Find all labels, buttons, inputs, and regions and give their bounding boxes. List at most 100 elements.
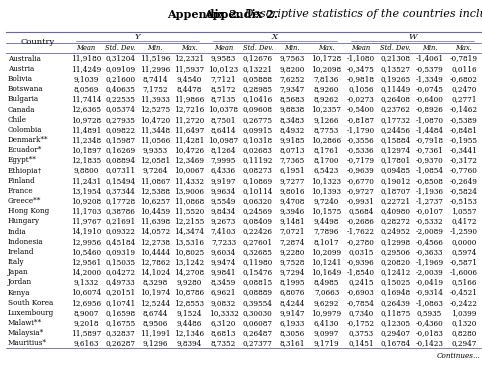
- Text: 8,6744: 8,6744: [142, 309, 168, 317]
- Text: 11,5196: 11,5196: [140, 55, 170, 63]
- Text: 10,1575: 10,1575: [311, 207, 342, 215]
- Text: -0,0419: -0,0419: [415, 278, 443, 286]
- Text: Finland: Finland: [8, 177, 36, 185]
- Text: 0,13527: 0,13527: [380, 65, 410, 73]
- Text: -1,3349: -1,3349: [415, 75, 443, 83]
- Text: 10,4726: 10,4726: [174, 146, 204, 154]
- Text: 10,0123: 10,0123: [208, 65, 239, 73]
- Text: -0,9396: -0,9396: [347, 258, 375, 266]
- Text: 8,5683: 8,5683: [280, 95, 305, 104]
- Text: 0,09915: 0,09915: [243, 126, 273, 134]
- Text: 8,9262: 8,9262: [314, 95, 339, 104]
- Text: 10,9208: 10,9208: [71, 197, 101, 205]
- Text: Std. Dev.: Std. Dev.: [105, 44, 136, 52]
- Text: -0,5336: -0,5336: [347, 146, 375, 154]
- Text: 13,1242: 13,1242: [174, 258, 204, 266]
- Text: 0,09608: 0,09608: [243, 105, 273, 114]
- Text: -0,0273: -0,0273: [347, 95, 375, 104]
- Text: 7,0721: 7,0721: [280, 227, 305, 236]
- Text: 0,37344: 0,37344: [106, 187, 135, 195]
- Text: 9,8434: 9,8434: [211, 207, 236, 215]
- Text: 9,9634: 9,9634: [211, 187, 236, 195]
- Text: 7,7365: 7,7365: [280, 156, 305, 164]
- Text: 8,3056: 8,3056: [280, 329, 305, 337]
- Text: 0,38786: 0,38786: [106, 207, 135, 215]
- Text: 9,3946: 9,3946: [280, 207, 305, 215]
- Text: 0,5974: 0,5974: [451, 248, 477, 256]
- Text: 0,26287: 0,26287: [106, 339, 135, 348]
- Text: 10,2866: 10,2866: [311, 136, 342, 144]
- Text: 8,9506: 8,9506: [142, 319, 168, 327]
- Text: 0,32685: 0,32685: [243, 248, 273, 256]
- Text: Max.: Max.: [181, 44, 198, 52]
- Text: 9,9147: 9,9147: [280, 309, 305, 317]
- Text: 0,40980: 0,40980: [380, 207, 410, 215]
- Text: 8,7414: 8,7414: [142, 75, 168, 83]
- Text: -0,8508: -0,8508: [415, 177, 443, 185]
- Text: 9,9280: 9,9280: [176, 278, 202, 286]
- Text: 8,3298: 8,3298: [142, 278, 167, 286]
- Text: 7,6252: 7,6252: [280, 75, 305, 83]
- Text: 10,1241: 10,1241: [311, 258, 342, 266]
- Text: Malaysia*: Malaysia*: [8, 329, 44, 337]
- Text: 12,6956: 12,6956: [71, 299, 101, 307]
- Text: 8,4932: 8,4932: [280, 126, 305, 134]
- Text: -0,5400: -0,5400: [347, 105, 375, 114]
- Text: -0,5153: -0,5153: [450, 197, 478, 205]
- Text: 0,12998: 0,12998: [380, 238, 410, 246]
- Text: 12,9956: 12,9956: [71, 238, 101, 246]
- Text: 11,2720: 11,2720: [174, 116, 204, 124]
- Text: -1,6006: -1,6006: [450, 268, 478, 276]
- Text: 9,1296: 9,1296: [142, 339, 168, 348]
- Text: -0,6903: -0,6903: [347, 289, 375, 296]
- Text: 9,1719: 9,1719: [314, 339, 339, 348]
- Text: 0,1056: 0,1056: [348, 85, 374, 93]
- Text: X: X: [272, 33, 278, 41]
- Text: 0,2771: 0,2771: [451, 95, 477, 104]
- Text: 8,7753: 8,7753: [314, 126, 339, 134]
- Text: 0,28272: 0,28272: [380, 217, 410, 226]
- Text: 9,8016: 9,8016: [280, 187, 305, 195]
- Text: -0,6400: -0,6400: [415, 95, 443, 104]
- Text: -0,1423: -0,1423: [415, 339, 443, 348]
- Text: 0,20151: 0,20151: [106, 289, 135, 296]
- Text: 0,10318: 0,10318: [243, 136, 273, 144]
- Text: 0,39554: 0,39554: [243, 299, 273, 307]
- Text: 12,1346: 12,1346: [174, 329, 204, 337]
- Text: Std. Dev.: Std. Dev.: [242, 44, 273, 52]
- Text: 0,5935: 0,5935: [417, 309, 442, 317]
- Text: 9,9185: 9,9185: [280, 136, 305, 144]
- Text: 9,1266: 9,1266: [314, 116, 339, 124]
- Text: 7,7233: 7,7233: [211, 238, 236, 246]
- Text: 8,1995: 8,1995: [280, 278, 305, 286]
- Text: 0,08815: 0,08815: [243, 278, 273, 286]
- Text: 0,29506: 0,29506: [380, 248, 410, 256]
- Text: 7,8136: 7,8136: [314, 75, 339, 83]
- Text: -0,9727: -0,9727: [347, 187, 375, 195]
- Text: 8,7135: 8,7135: [211, 95, 236, 104]
- Text: 10,2099: 10,2099: [311, 248, 342, 256]
- Text: 0,27601: 0,27601: [243, 238, 273, 246]
- Text: 0,32837: 0,32837: [106, 329, 135, 337]
- Text: 9,6292: 9,6292: [314, 299, 339, 307]
- Text: 0,09319: 0,09319: [106, 248, 135, 256]
- Text: -1,0863: -1,0863: [415, 299, 443, 307]
- Text: 8,9260: 8,9260: [314, 85, 339, 93]
- Text: 0,04272: 0,04272: [106, 268, 135, 276]
- Text: 0,11192: 0,11192: [242, 156, 273, 164]
- Text: -2,0039: -2,0039: [415, 268, 443, 276]
- Text: Mean: Mean: [351, 44, 371, 52]
- Text: 0,12412: 0,12412: [380, 268, 410, 276]
- Text: 6,8076: 6,8076: [280, 289, 305, 296]
- Text: 0,13221: 0,13221: [243, 65, 273, 73]
- Text: -0,8926: -0,8926: [415, 105, 443, 114]
- Text: 10,8025: 10,8025: [174, 248, 204, 256]
- Text: 7,4103: 7,4103: [211, 227, 236, 236]
- Text: -0,5332: -0,5332: [415, 217, 443, 226]
- Text: 0,0315: 0,0315: [348, 248, 374, 256]
- Text: 12,5275: 12,5275: [140, 105, 170, 114]
- Text: 11,0868: 11,0868: [174, 197, 204, 205]
- Text: 9,1332: 9,1332: [74, 278, 99, 286]
- Text: 14,2000: 14,2000: [71, 268, 101, 276]
- Text: 8,6813: 8,6813: [211, 329, 236, 337]
